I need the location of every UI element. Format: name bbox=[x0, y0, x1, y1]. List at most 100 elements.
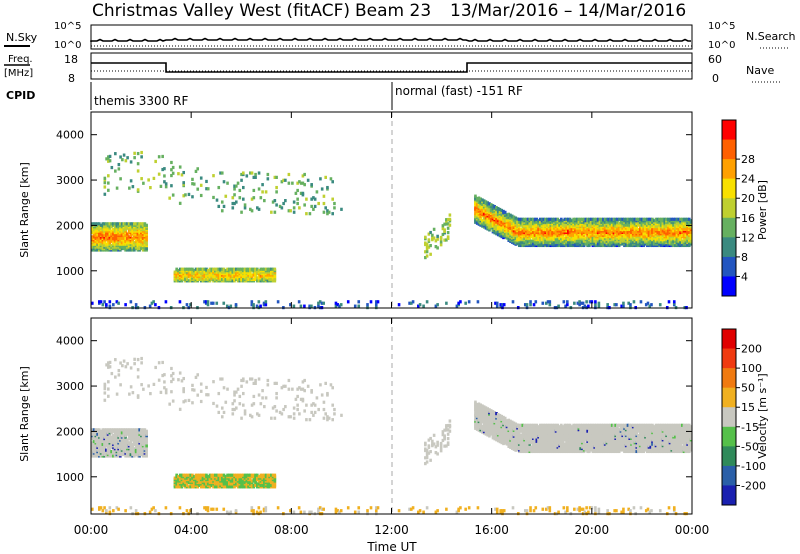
data-cell bbox=[94, 242, 98, 246]
data-cell bbox=[672, 232, 675, 236]
data-cell bbox=[250, 473, 254, 477]
data-cell bbox=[324, 175, 327, 179]
data-cell bbox=[645, 217, 649, 221]
data-cell bbox=[570, 219, 574, 223]
data-cell bbox=[131, 185, 135, 189]
data-cell bbox=[159, 390, 163, 394]
data-cell bbox=[495, 304, 499, 308]
data-cell bbox=[432, 433, 436, 437]
data-cell bbox=[108, 300, 112, 304]
data-cell bbox=[289, 415, 292, 419]
data-cell bbox=[498, 210, 502, 215]
data-cell bbox=[684, 217, 688, 221]
data-cell bbox=[275, 185, 278, 190]
data-cell bbox=[659, 229, 663, 233]
data-cell bbox=[489, 203, 493, 207]
data-cell bbox=[112, 438, 115, 442]
data-cell bbox=[142, 181, 145, 185]
data-cell bbox=[234, 184, 238, 188]
data-cell bbox=[243, 412, 247, 416]
data-cell bbox=[141, 454, 145, 458]
data-cell bbox=[212, 174, 215, 178]
data-cell bbox=[338, 304, 341, 308]
data-cell bbox=[245, 380, 249, 384]
data-cell bbox=[249, 267, 252, 271]
data-cell bbox=[427, 238, 431, 242]
data-cell bbox=[257, 300, 261, 304]
data-cell bbox=[425, 254, 429, 258]
data-cell bbox=[475, 202, 479, 206]
data-cell bbox=[596, 242, 600, 246]
data-cell bbox=[600, 217, 603, 221]
data-cell bbox=[638, 236, 642, 240]
data-cell bbox=[136, 375, 140, 379]
data-cell bbox=[424, 447, 427, 451]
data-cell bbox=[252, 402, 256, 406]
data-cell bbox=[590, 300, 594, 304]
data-cell bbox=[284, 405, 287, 409]
data-cell bbox=[331, 180, 334, 184]
data-cell bbox=[287, 378, 291, 383]
data-cell bbox=[217, 410, 221, 415]
data-cell bbox=[292, 200, 296, 204]
data-cell bbox=[217, 276, 221, 280]
data-cell bbox=[270, 267, 273, 271]
data-cell bbox=[512, 215, 516, 219]
freq-panel: Freq. [MHz] 18 8 60 0 Nave bbox=[4, 52, 782, 85]
data-cell bbox=[103, 176, 107, 180]
data-cell bbox=[108, 428, 112, 432]
data-cell bbox=[261, 183, 264, 187]
data-cell bbox=[502, 225, 505, 229]
data-cell bbox=[234, 271, 238, 276]
data-cell bbox=[140, 356, 143, 361]
data-cell bbox=[624, 232, 628, 236]
data-cell bbox=[446, 226, 450, 230]
data-cell bbox=[256, 482, 259, 486]
data-cell bbox=[560, 230, 563, 234]
data-cell bbox=[131, 236, 134, 240]
data-cell bbox=[514, 231, 518, 235]
data-cell bbox=[234, 390, 238, 394]
data-cell bbox=[532, 303, 536, 307]
data-cell bbox=[129, 385, 133, 389]
data-cell bbox=[243, 473, 247, 477]
data-cell bbox=[157, 361, 161, 365]
data-cell bbox=[666, 239, 670, 243]
data-cell bbox=[603, 217, 607, 221]
data-cell bbox=[537, 235, 540, 239]
data-cell bbox=[199, 389, 203, 393]
data-cell bbox=[680, 222, 684, 226]
data-cell bbox=[233, 480, 236, 485]
data-cell bbox=[429, 252, 432, 256]
data-cell bbox=[446, 428, 450, 432]
data-cell bbox=[124, 442, 127, 446]
data-cell bbox=[505, 216, 509, 220]
data-cell bbox=[579, 240, 582, 245]
data-cell bbox=[143, 233, 147, 238]
data-cell bbox=[439, 441, 443, 446]
data-cell bbox=[114, 375, 117, 379]
data-cell bbox=[201, 476, 205, 480]
data-cell bbox=[92, 434, 96, 438]
data-cell bbox=[147, 384, 150, 388]
data-cell bbox=[220, 415, 224, 419]
data-cell bbox=[521, 240, 525, 245]
data-cell bbox=[554, 217, 558, 221]
data-cell bbox=[107, 188, 110, 192]
cpid-label: CPID bbox=[6, 89, 35, 102]
colorbar-swatch bbox=[722, 276, 736, 297]
data-cell bbox=[455, 304, 459, 308]
data-cell bbox=[145, 238, 148, 242]
data-cell bbox=[686, 227, 689, 232]
data-cell bbox=[495, 213, 498, 217]
data-cell bbox=[644, 217, 647, 221]
data-cell bbox=[133, 241, 136, 245]
data-cell bbox=[136, 241, 140, 245]
data-cell bbox=[231, 407, 235, 412]
data-cell bbox=[326, 185, 329, 190]
data-cell bbox=[422, 304, 425, 308]
data-cell bbox=[105, 157, 108, 161]
data-cell bbox=[319, 177, 322, 181]
data-cell bbox=[610, 223, 614, 227]
data-cell bbox=[98, 233, 101, 238]
